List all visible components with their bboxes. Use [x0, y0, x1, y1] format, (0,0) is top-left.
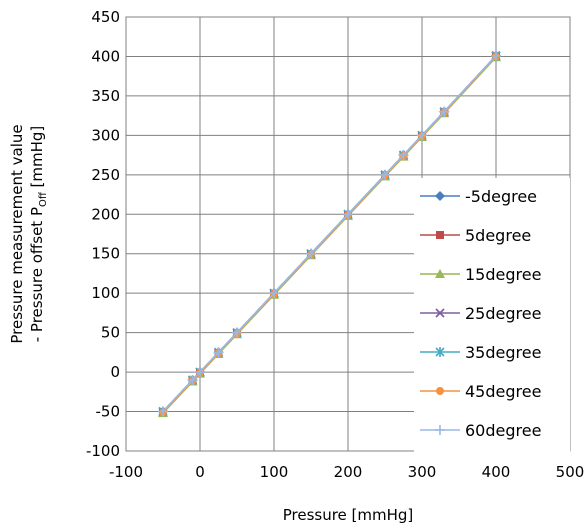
x-axis-title: Pressure [mmHg] [283, 506, 414, 524]
data-point-plus [435, 425, 445, 435]
legend-label: 5degree [465, 226, 531, 245]
y-axis-title: Pressure measurement value - Pressure of… [8, 124, 49, 343]
legend-background [414, 178, 570, 455]
data-point-plus [491, 50, 501, 61]
y-tick-label: 250 [91, 166, 120, 184]
y-tick-label: 300 [91, 126, 120, 144]
data-point-plus [380, 169, 390, 180]
y-tick-label: -100 [86, 442, 120, 460]
data-point-star [435, 347, 445, 357]
series-60degree [158, 50, 501, 417]
y-axis-title-suffix: [mmHg] [28, 126, 46, 193]
y-axis-title-subscript: Off [38, 191, 49, 207]
legend-label: 60degree [465, 421, 541, 440]
data-point-plus [439, 106, 450, 117]
data-point-x [435, 308, 445, 318]
legend-item: 15degree [420, 265, 541, 284]
legend-label: 35degree [465, 343, 541, 362]
legend-item: 25degree [420, 304, 541, 323]
x-tick-label: 0 [195, 463, 205, 481]
x-tick-label: -100 [109, 463, 143, 481]
y-tick-label: 450 [91, 8, 120, 26]
legend-item: 60degree [420, 421, 541, 440]
y-tick-label: 50 [101, 324, 120, 342]
data-point-plus [269, 288, 279, 299]
x-tick-label: 200 [334, 463, 363, 481]
y-tick-label: 350 [91, 87, 120, 105]
data-point-plus [398, 150, 409, 161]
x-tick-label: 100 [260, 463, 289, 481]
legend-item: -5degree [420, 187, 537, 206]
y-tick-label: 0 [110, 363, 120, 381]
legend-label: 45degree [465, 382, 541, 401]
data-point-diamond [435, 191, 445, 201]
data-point-plus [158, 406, 168, 417]
y-tick-label: 150 [91, 245, 120, 263]
data-point-square [436, 231, 444, 239]
legend: -5degree 5degree 15degree 25degree 35degree 4… [414, 178, 570, 455]
series-group [158, 50, 501, 418]
legend-label: 25degree [465, 304, 541, 323]
y-tick-label: 200 [91, 205, 120, 223]
y-axis-title-prefix: - Pressure offset P [28, 207, 46, 342]
legend-item: 5degree [420, 226, 531, 245]
legend-label: -5degree [465, 187, 537, 206]
legend-item: 35degree [420, 343, 541, 362]
y-axis-title-line2: - Pressure offset POff [mmHg] [28, 126, 49, 343]
legend-item: 45degree [420, 382, 541, 401]
data-point-plus [417, 130, 427, 141]
data-point-circle [436, 387, 444, 395]
x-tick-label: 400 [482, 463, 511, 481]
y-tick-label: 100 [91, 284, 120, 302]
data-point-plus [213, 347, 224, 358]
legend-label: 15degree [465, 265, 541, 284]
data-point-plus [187, 374, 198, 385]
y-tick-label: -50 [96, 403, 121, 421]
data-point-plus [343, 209, 353, 220]
y-axis-title-line1: Pressure measurement value [8, 124, 26, 343]
tick-labels: -100 0 100 200 300 400 500 -100 -50 0 50 100 150 200 2… [86, 8, 584, 481]
x-tick-label: 500 [556, 463, 585, 481]
data-point-plus [306, 248, 316, 259]
x-tick-label: 300 [408, 463, 437, 481]
data-point-triangle [435, 269, 445, 278]
y-tick-label: 400 [91, 47, 120, 65]
data-point-plus [195, 367, 205, 378]
data-point-plus [232, 327, 242, 338]
